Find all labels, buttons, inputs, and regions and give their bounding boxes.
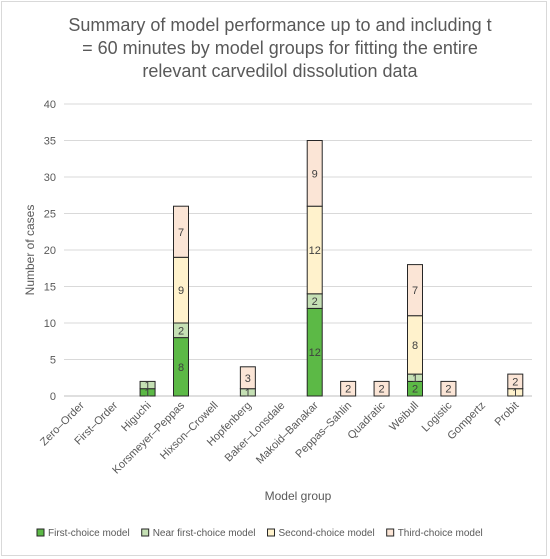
y-tick-label: 10 bbox=[44, 318, 56, 330]
y-axis-ticks: 0 5 10 15 20 25 30 35 40 bbox=[44, 99, 56, 403]
bar-value-label: 7 bbox=[178, 227, 184, 239]
y-axis-title: Number of cases bbox=[23, 205, 37, 296]
y-tick-label: 25 bbox=[44, 209, 56, 221]
x-tick-label: Hixson–Crowell bbox=[158, 400, 221, 463]
chart-title-line-3: relevant carvedilol dissolution data bbox=[142, 61, 418, 81]
legend-label: Near first-choice model bbox=[153, 528, 256, 539]
bar-value-label: 1 bbox=[412, 373, 418, 385]
bar-value-label: 2 bbox=[412, 384, 418, 396]
bar-segment bbox=[407, 264, 423, 317]
legend-swatch bbox=[141, 528, 150, 537]
x-tick-label: Baker–Lonsdale bbox=[223, 400, 288, 465]
bar-value-label: 12 bbox=[309, 245, 321, 257]
bar-value-label: 2 bbox=[512, 376, 518, 388]
bar-value-label: 1 bbox=[145, 380, 151, 392]
bar-value-label: 1 bbox=[245, 387, 251, 399]
bar-value-label: 8 bbox=[412, 340, 418, 352]
bar-segment bbox=[139, 380, 156, 390]
bar-segment bbox=[239, 366, 256, 390]
bar-value-label: 9 bbox=[312, 168, 318, 180]
legend-swatch bbox=[386, 528, 395, 537]
bar-value-label: 12 bbox=[309, 347, 321, 359]
bar-segment bbox=[340, 380, 357, 397]
y-tick-label: 40 bbox=[44, 99, 56, 111]
bar-value-label: 2 bbox=[312, 296, 318, 308]
bar-segment bbox=[306, 140, 323, 207]
y-tick-label: 0 bbox=[50, 391, 56, 403]
legend-label: First-choice model bbox=[48, 528, 130, 539]
bar-value-label: 2 bbox=[178, 325, 184, 337]
y-tick-label: 35 bbox=[44, 136, 56, 148]
legend-label: Third-choice model bbox=[398, 528, 483, 539]
chart-title-line-1: Summary of model performance up to and i… bbox=[68, 15, 492, 35]
gridlines bbox=[64, 103, 532, 397]
bar-value-label: 1 bbox=[145, 387, 151, 399]
legend: First-choice model Near first-choice mode… bbox=[36, 528, 483, 539]
chart-title-line-2: = 60 minutes by model groups for fitting… bbox=[82, 38, 478, 58]
legend-swatch bbox=[267, 528, 276, 537]
bar-value-label: 7 bbox=[412, 285, 418, 297]
bar-value-label: 8 bbox=[178, 362, 184, 374]
y-tick-label: 15 bbox=[44, 282, 56, 294]
bar-value-label: 2 bbox=[445, 384, 451, 396]
bar-segment bbox=[507, 373, 524, 390]
bar-segment bbox=[373, 380, 390, 397]
bar-value-label: 1 bbox=[512, 387, 518, 399]
y-tick-label: 30 bbox=[44, 172, 56, 184]
legend-swatch bbox=[36, 528, 45, 537]
bar-value-label: 3 bbox=[245, 373, 251, 385]
x-axis-title: Model group bbox=[265, 489, 332, 503]
bar-value-label: 9 bbox=[178, 285, 184, 297]
x-tick-label: Probit bbox=[493, 400, 522, 429]
chart-title: Summary of model performance up to and i… bbox=[30, 14, 530, 83]
bar-value-label: 2 bbox=[379, 384, 385, 396]
x-tick-label: Weibull bbox=[387, 400, 421, 434]
y-tick-label: 20 bbox=[44, 245, 56, 257]
x-tick-label: Quadratic bbox=[345, 399, 388, 442]
bar-value-label: 2 bbox=[345, 384, 351, 396]
bar-segment bbox=[173, 205, 189, 258]
legend-label: Second-choice model bbox=[279, 528, 375, 539]
bar-segment bbox=[440, 380, 457, 397]
x-tick-label: Makoid–Banakar bbox=[254, 399, 321, 466]
y-tick-label: 5 bbox=[50, 355, 56, 367]
